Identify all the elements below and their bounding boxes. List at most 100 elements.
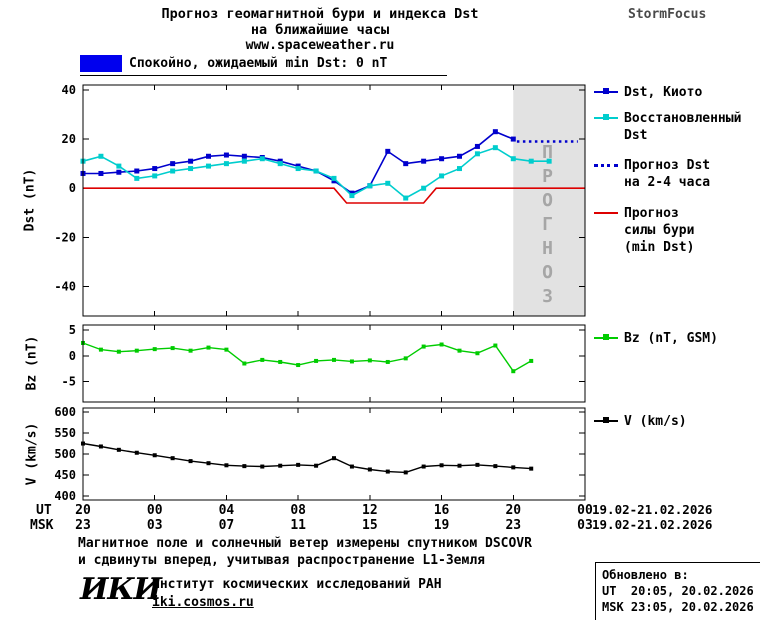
- legend-label: Восстановленный: [624, 111, 742, 126]
- bz-series-marker: [332, 357, 336, 362]
- ut-tick-label: 00: [147, 503, 163, 518]
- ut-row-label: UT: [36, 503, 52, 518]
- restored-dst-series-marker: [492, 145, 498, 151]
- updated-label: Обновлено в:: [602, 568, 689, 582]
- dst-kyoto-sample-line: [594, 84, 618, 101]
- v-series-marker: [134, 450, 139, 455]
- bz-series-marker: [278, 359, 283, 364]
- dst-kyoto-series-marker: [241, 153, 247, 159]
- bz-series-marker: [403, 356, 408, 361]
- bz-series-marker: [511, 369, 516, 374]
- v-series-marker: [98, 444, 103, 449]
- restored-dst-series-marker: [259, 156, 265, 162]
- legend-item-forecast-dst: Прогноз Dst на 2-4 часа: [594, 157, 710, 191]
- dst-axis-label: Dst (nT): [22, 168, 38, 232]
- bz-series-marker: [152, 347, 157, 352]
- restored-dst-series-marker: [528, 158, 534, 164]
- restored-dst-series-marker: [116, 163, 122, 169]
- dst-kyoto-series-marker: [492, 129, 498, 135]
- y-tick-label: 400: [54, 489, 76, 503]
- bz-axis-label: Bz (nT): [24, 335, 40, 391]
- restored-dst-series-marker: [295, 166, 301, 172]
- restored-dst-series-marker: [457, 166, 462, 172]
- status-text: Спокойно, ожидаемый min Dst: 0 nT: [129, 56, 388, 71]
- legend-label: Прогноз: [624, 206, 679, 221]
- legend-label: Dst: [624, 128, 648, 143]
- restored-dst-sample-marker: [603, 114, 609, 120]
- y-tick-label: -20: [54, 230, 76, 244]
- institute-url-link[interactable]: iki.cosmos.ru: [152, 595, 254, 610]
- forecast-watermark: ПРОГНОЗ: [537, 142, 558, 310]
- v-series-marker: [349, 464, 354, 469]
- dst-kyoto-series: [80, 129, 516, 196]
- v-series-marker: [314, 463, 319, 468]
- v-series-marker: [206, 461, 211, 466]
- bz-series-marker: [367, 358, 372, 363]
- bz-series-marker: [188, 348, 193, 353]
- v-series-marker: [278, 463, 283, 468]
- bz-series-marker: [116, 349, 121, 354]
- ut-tick-label: 04: [219, 503, 235, 518]
- dst-kyoto-series-marker: [134, 168, 140, 174]
- msk-tick-label: 15: [362, 518, 378, 533]
- v-series-marker: [403, 470, 408, 475]
- msk-date-range-label: 19.02-21.02.2026: [592, 517, 712, 532]
- legend-item-dst-kyoto: Dst, Киото: [594, 84, 702, 101]
- bz-sample-line: [594, 330, 618, 347]
- bz-series-marker: [439, 342, 444, 347]
- restored-dst-series-marker: [349, 193, 355, 199]
- msk-tick-label: 11: [290, 518, 306, 533]
- updated-box: Обновлено в: UT 20:05, 20.02.2026 MSK 23…: [595, 562, 760, 620]
- v-series-marker: [457, 463, 462, 468]
- dst-kyoto-series-marker: [421, 158, 427, 164]
- restored-dst-series-marker: [241, 158, 247, 164]
- ut-tick-label: 16: [434, 503, 450, 518]
- restored-dst-series-marker: [152, 173, 158, 179]
- ut-tick-label: 00: [577, 503, 593, 518]
- restored-dst-series-marker: [510, 156, 516, 162]
- bz-series-marker: [260, 357, 265, 362]
- dst-kyoto-series-marker: [403, 161, 409, 167]
- restored-dst-series-marker: [134, 175, 140, 181]
- v-series-marker: [296, 462, 301, 467]
- status-banner: Спокойно, ожидаемый min Dst: 0 nT: [80, 55, 448, 76]
- bz-series-marker: [134, 348, 139, 353]
- msk-row-label: MSK: [30, 518, 54, 533]
- y-tick-label: 500: [54, 447, 76, 461]
- v-series-marker: [367, 467, 372, 472]
- v-series-marker: [511, 465, 516, 470]
- y-tick-label: 450: [54, 468, 76, 482]
- v-series-marker: [439, 463, 444, 468]
- legend-label: Bz (nT, GSM): [624, 331, 718, 346]
- restored-dst-series-marker: [206, 163, 211, 169]
- y-tick-label: -5: [62, 374, 76, 388]
- y-tick-label: 0: [69, 349, 76, 363]
- dst-kyoto-series-marker: [385, 148, 391, 154]
- page-subtitle: на ближайшие часы: [250, 22, 390, 38]
- legend-item-forecast-storm: Прогноз силы бури (min Dst): [594, 205, 694, 256]
- y-tick-label: -40: [54, 280, 76, 294]
- msk-tick-label: 03: [577, 518, 593, 533]
- panel-border: [82, 84, 586, 317]
- title-block: Прогноз геомагнитной бури и индекса Dst …: [40, 6, 600, 54]
- restored-dst-series-marker: [331, 175, 337, 181]
- bz-series-marker: [493, 343, 498, 348]
- ut-tick-label: 08: [290, 503, 306, 518]
- forecast-storm-series: [83, 187, 585, 204]
- page-title: Прогноз геомагнитной бури и индекса Dst: [161, 6, 479, 22]
- bz-series-marker: [296, 363, 301, 368]
- bz-series-marker: [314, 358, 319, 363]
- ut-tick-label: 12: [362, 503, 378, 518]
- restored-dst-series-marker: [98, 153, 104, 159]
- legend-label: Прогноз Dst: [624, 158, 711, 173]
- restored-dst-series-marker: [223, 161, 229, 167]
- y-tick-label: 600: [54, 405, 76, 419]
- bz-series-marker: [224, 347, 229, 352]
- updated-ut-time: UT 20:05, 20.02.2026: [602, 584, 754, 598]
- bz-series: [81, 340, 534, 374]
- msk-tick-label: 03: [147, 518, 163, 533]
- legend-label: (min Dst): [624, 240, 695, 255]
- v-series-marker: [224, 463, 229, 468]
- site-url-link[interactable]: www.spaceweather.ru: [245, 38, 395, 53]
